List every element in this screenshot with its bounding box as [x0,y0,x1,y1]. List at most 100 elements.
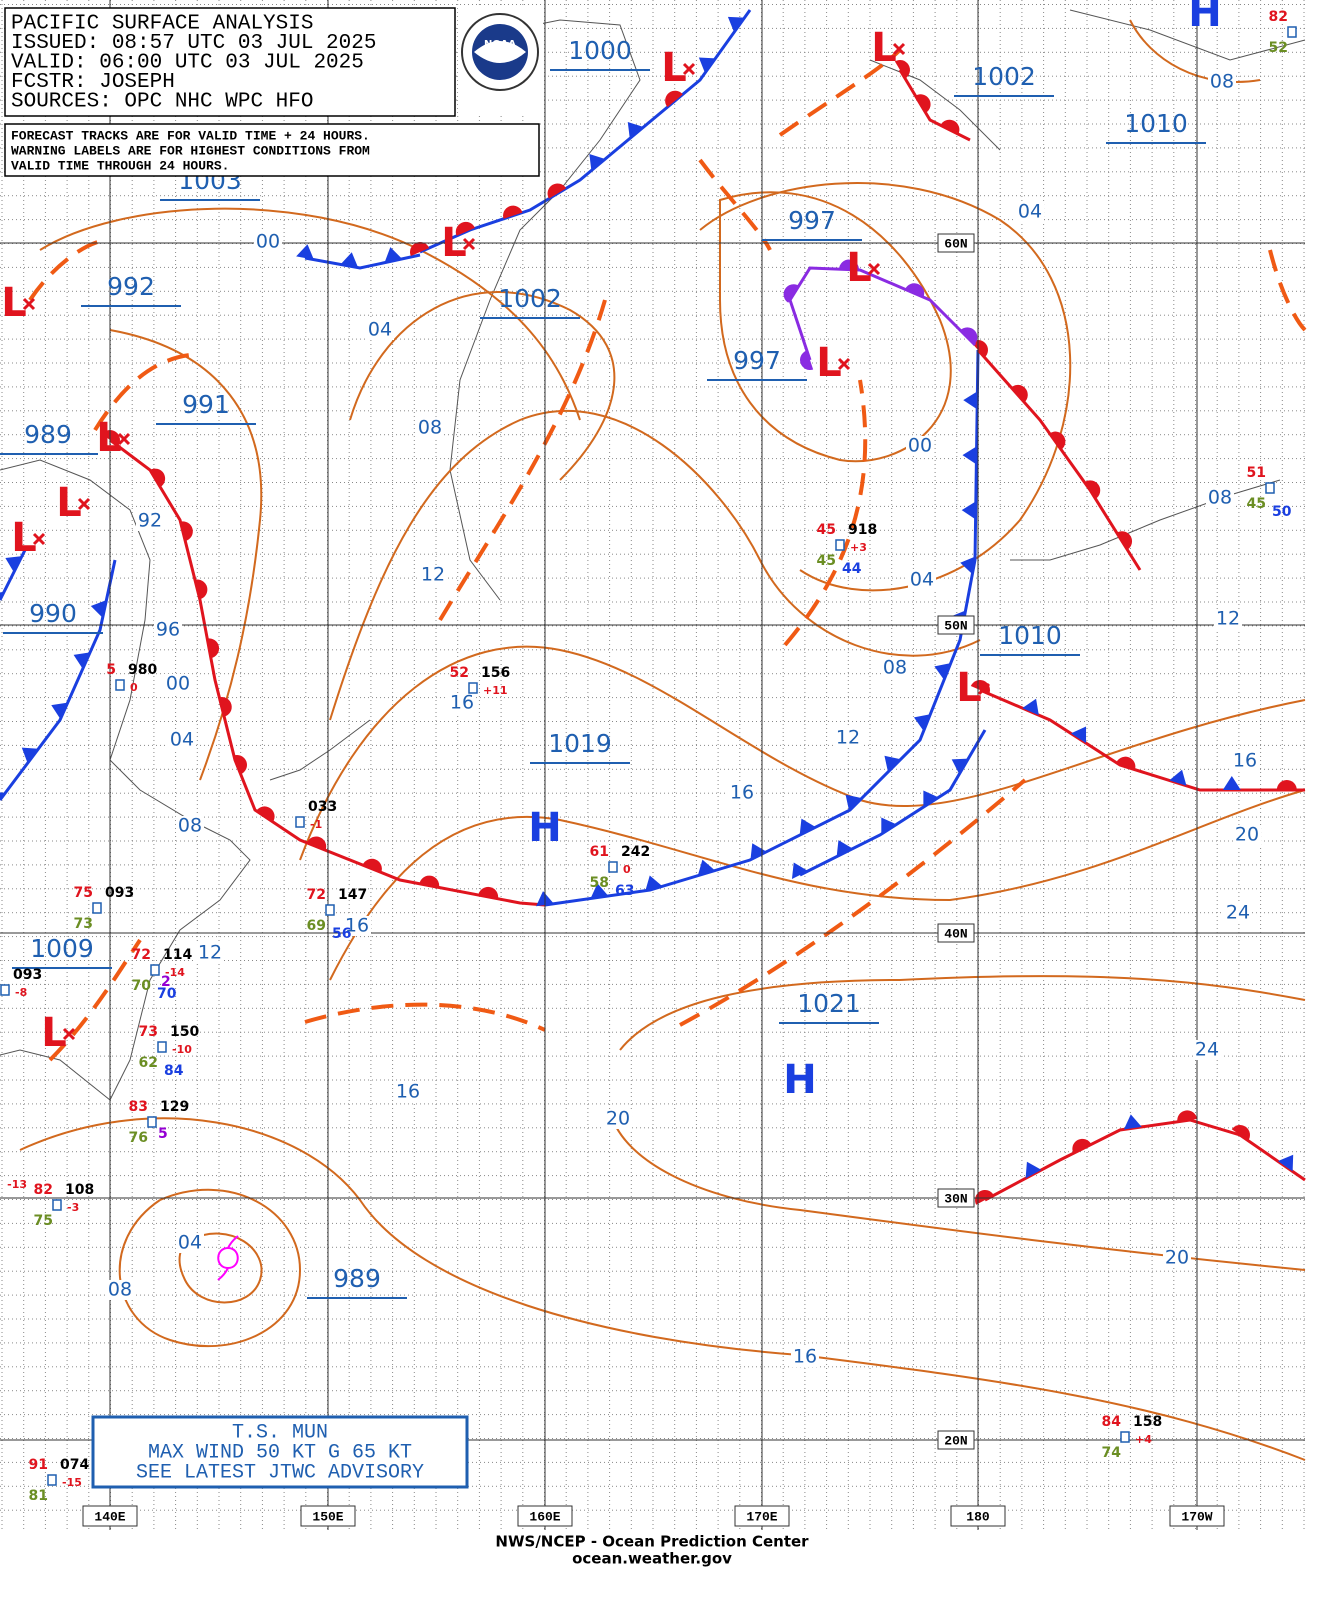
warm-front-pip [194,579,208,600]
latitude-box [937,1430,975,1450]
cold-front-pip [51,702,68,720]
header-line: SOURCES: OPC NHC WPC HFO [11,91,313,114]
header-line: VALID: 06:00 UTC 03 JUL 2025 [11,52,364,75]
cold-front-pip [962,446,977,465]
storm-symbol [217,1235,239,1281]
cold-front-pip [923,790,939,808]
isobar-label-bg [448,693,476,713]
header-line: ISSUED: 08:57 UTC 03 JUL 2025 [11,32,376,55]
longitude-label: 160E [529,1509,560,1524]
station-pressure: 129 [160,1099,189,1115]
station-marker [608,861,618,873]
warm-front-pip [219,697,232,717]
latitude-label: 20N [944,1433,967,1448]
grid-dots [0,0,1305,1530]
station-marker [1120,1431,1130,1443]
isobar-label-bg [1208,72,1236,92]
isobar-label: 04 [368,319,392,341]
station-marker [835,539,845,551]
station-sst: 50 [1272,504,1292,520]
warm-front-pip [665,90,683,108]
pressure-label: 1000 [568,36,632,65]
station-pressure: 108 [65,1182,94,1198]
isobar-label-bg [168,730,196,750]
station-dewpoint: 62 [139,1055,158,1071]
station-temp: 45 [817,522,836,538]
station-dewpoint: 75 [34,1213,53,1229]
latitude-label: 60N [944,236,967,251]
cold-front-pip [963,391,978,410]
isobar-label: 16 [730,782,754,804]
logo-bird [474,41,526,63]
cold-front-pip [1070,726,1087,744]
station-pressure: 150 [170,1024,199,1040]
header-line: PACIFIC SURFACE ANALYSIS [11,13,313,36]
isobar-label-bg [1206,488,1234,508]
station-dewpoint: 73 [74,916,93,932]
low-marker [32,532,46,546]
pressure-label: 1019 [548,729,612,758]
cold-front-pip [73,652,91,669]
isobar-label-bg [366,320,394,340]
cold-front-pip [645,875,663,892]
station-dewpoint: 58 [590,875,609,891]
isobar-label-bg [728,783,756,803]
cold-front-pip [727,16,745,33]
warm-front-pip [180,521,193,542]
isobar-label-bg [791,1347,819,1367]
longitude-label: 170E [746,1509,777,1524]
longitude-box [517,1505,573,1527]
isobar-label-bg [1233,825,1261,845]
low-center: L [41,1010,67,1056]
high-center: H [783,1057,816,1103]
isobar-label: 16 [450,692,474,714]
cold-front-pip [913,714,931,731]
header-line: FCSTR: JOSEPH [11,71,175,94]
pressure-label: 991 [182,390,230,419]
station-dewpoint: 70 [132,978,152,994]
station-tendency: -15 [62,1476,82,1489]
isobar-label: 24 [1195,1039,1219,1061]
station-marker [150,964,160,976]
isobar-label: 04 [178,1232,202,1254]
station-sst: 84 [164,1063,184,1079]
isobar-label: 20 [1165,1247,1189,1269]
cold-front-pip [590,883,609,899]
station-marker [157,1041,167,1053]
isobar-label: 20 [606,1108,630,1130]
warm-front-pip [256,806,275,822]
low-center: L [956,665,982,711]
storm-line: MAX WIND 50 KT G 65 KT [148,1441,412,1464]
station-dewpoint: 45 [1247,496,1266,512]
cold-front-pip [697,859,716,876]
station-temp: 5 [106,662,116,678]
warm-front-pip [207,638,220,659]
station-sst: 63 [615,883,634,899]
front-line [0,549,27,601]
latitude-label: 50N [944,618,967,633]
station-temp: 73 [139,1024,158,1040]
cold-front-pip [698,57,716,73]
station-pressure: 147 [338,887,367,903]
station-extra: -13 [7,1178,27,1191]
cold-front-pip [384,247,403,263]
cold-front-pip [881,817,897,835]
low-marker [462,237,476,251]
pressure-label: 990 [29,599,77,628]
isobar-label: 12 [421,564,445,586]
low-marker [892,42,906,56]
isobar-label-bg [1163,1248,1191,1268]
pressure-label: 1021 [797,989,861,1018]
isobar-label: 00 [256,231,280,253]
cold-front-pip [21,747,39,764]
station-tendency: -3 [67,1201,79,1214]
isobar-label: 16 [1233,750,1257,772]
isobar-label: 16 [345,915,369,937]
isobar-label-bg [154,620,182,640]
isobar-label-bg [604,1109,632,1129]
low-marker [22,297,36,311]
isobar-label: 92 [138,510,162,532]
isobar-label-bg [106,1280,134,1300]
cold-front-pip [1277,1154,1294,1172]
station-tendency: -8 [15,986,27,999]
